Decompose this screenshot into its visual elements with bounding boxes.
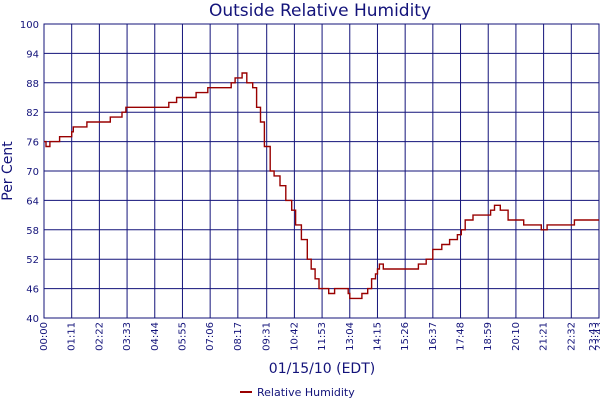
x-tick-label: 14:15	[372, 322, 383, 351]
x-tick-label: 00:00	[39, 322, 50, 351]
x-tick-label: 21:21	[539, 322, 550, 351]
y-tick-label: 58	[26, 226, 39, 237]
y-tick-label: 40	[26, 314, 39, 325]
y-tick-label: 64	[26, 196, 39, 207]
grid	[43, 23, 600, 319]
x-tick-label: 03:33	[122, 322, 133, 351]
y-axis-ticks: 40 46 52 58 64 70 76 82 88 94 100	[20, 20, 39, 325]
y-tick-label: 100	[20, 20, 39, 31]
y-tick-label: 70	[26, 167, 39, 178]
series-line-relative-humidity	[44, 72, 599, 300]
x-tick-label: 23:43	[588, 322, 599, 351]
y-tick-label: 88	[26, 79, 39, 90]
y-tick-label: 76	[26, 138, 39, 149]
y-axis-label: Per Cent	[0, 141, 16, 201]
x-tick-label: 17:48	[456, 322, 467, 351]
x-tick-label: 01:11	[67, 322, 78, 351]
x-tick-label: 15:26	[400, 322, 411, 351]
x-tick-label: 02:22	[94, 322, 105, 351]
x-tick-label: 13:04	[345, 322, 356, 351]
x-axis-ticks: 00:00 01:11 02:22 03:33 04:44 05:55 07:06 08:17…	[39, 322, 600, 351]
x-tick-label: 22:32	[566, 322, 577, 351]
x-tick-label: 16:37	[428, 322, 439, 351]
legend-label: Relative Humidity	[257, 386, 355, 399]
legend: Relative Humidity	[240, 386, 355, 399]
x-tick-label: 09:31	[262, 322, 273, 351]
y-tick-label: 82	[26, 108, 39, 119]
x-tick-label: 05:55	[177, 322, 188, 351]
y-tick-label: 46	[26, 285, 39, 296]
y-tick-label: 52	[26, 255, 39, 266]
x-tick-label: 07:06	[205, 322, 216, 351]
x-tick-label: 18:59	[483, 322, 494, 351]
x-tick-label: 20:10	[511, 322, 522, 351]
x-tick-label: 10:42	[289, 322, 300, 351]
x-tick-label: 11:53	[317, 322, 328, 351]
series-layer	[44, 72, 599, 300]
x-tick-label: 08:17	[233, 322, 244, 351]
x-tick-label: 04:44	[150, 322, 161, 351]
y-tick-label: 94	[26, 49, 39, 60]
x-axis-label: 01/15/10 (EDT)	[269, 361, 375, 377]
chart-title: Outside Relative Humidity	[209, 1, 431, 21]
x-tick-label: 23:43	[594, 322, 600, 351]
